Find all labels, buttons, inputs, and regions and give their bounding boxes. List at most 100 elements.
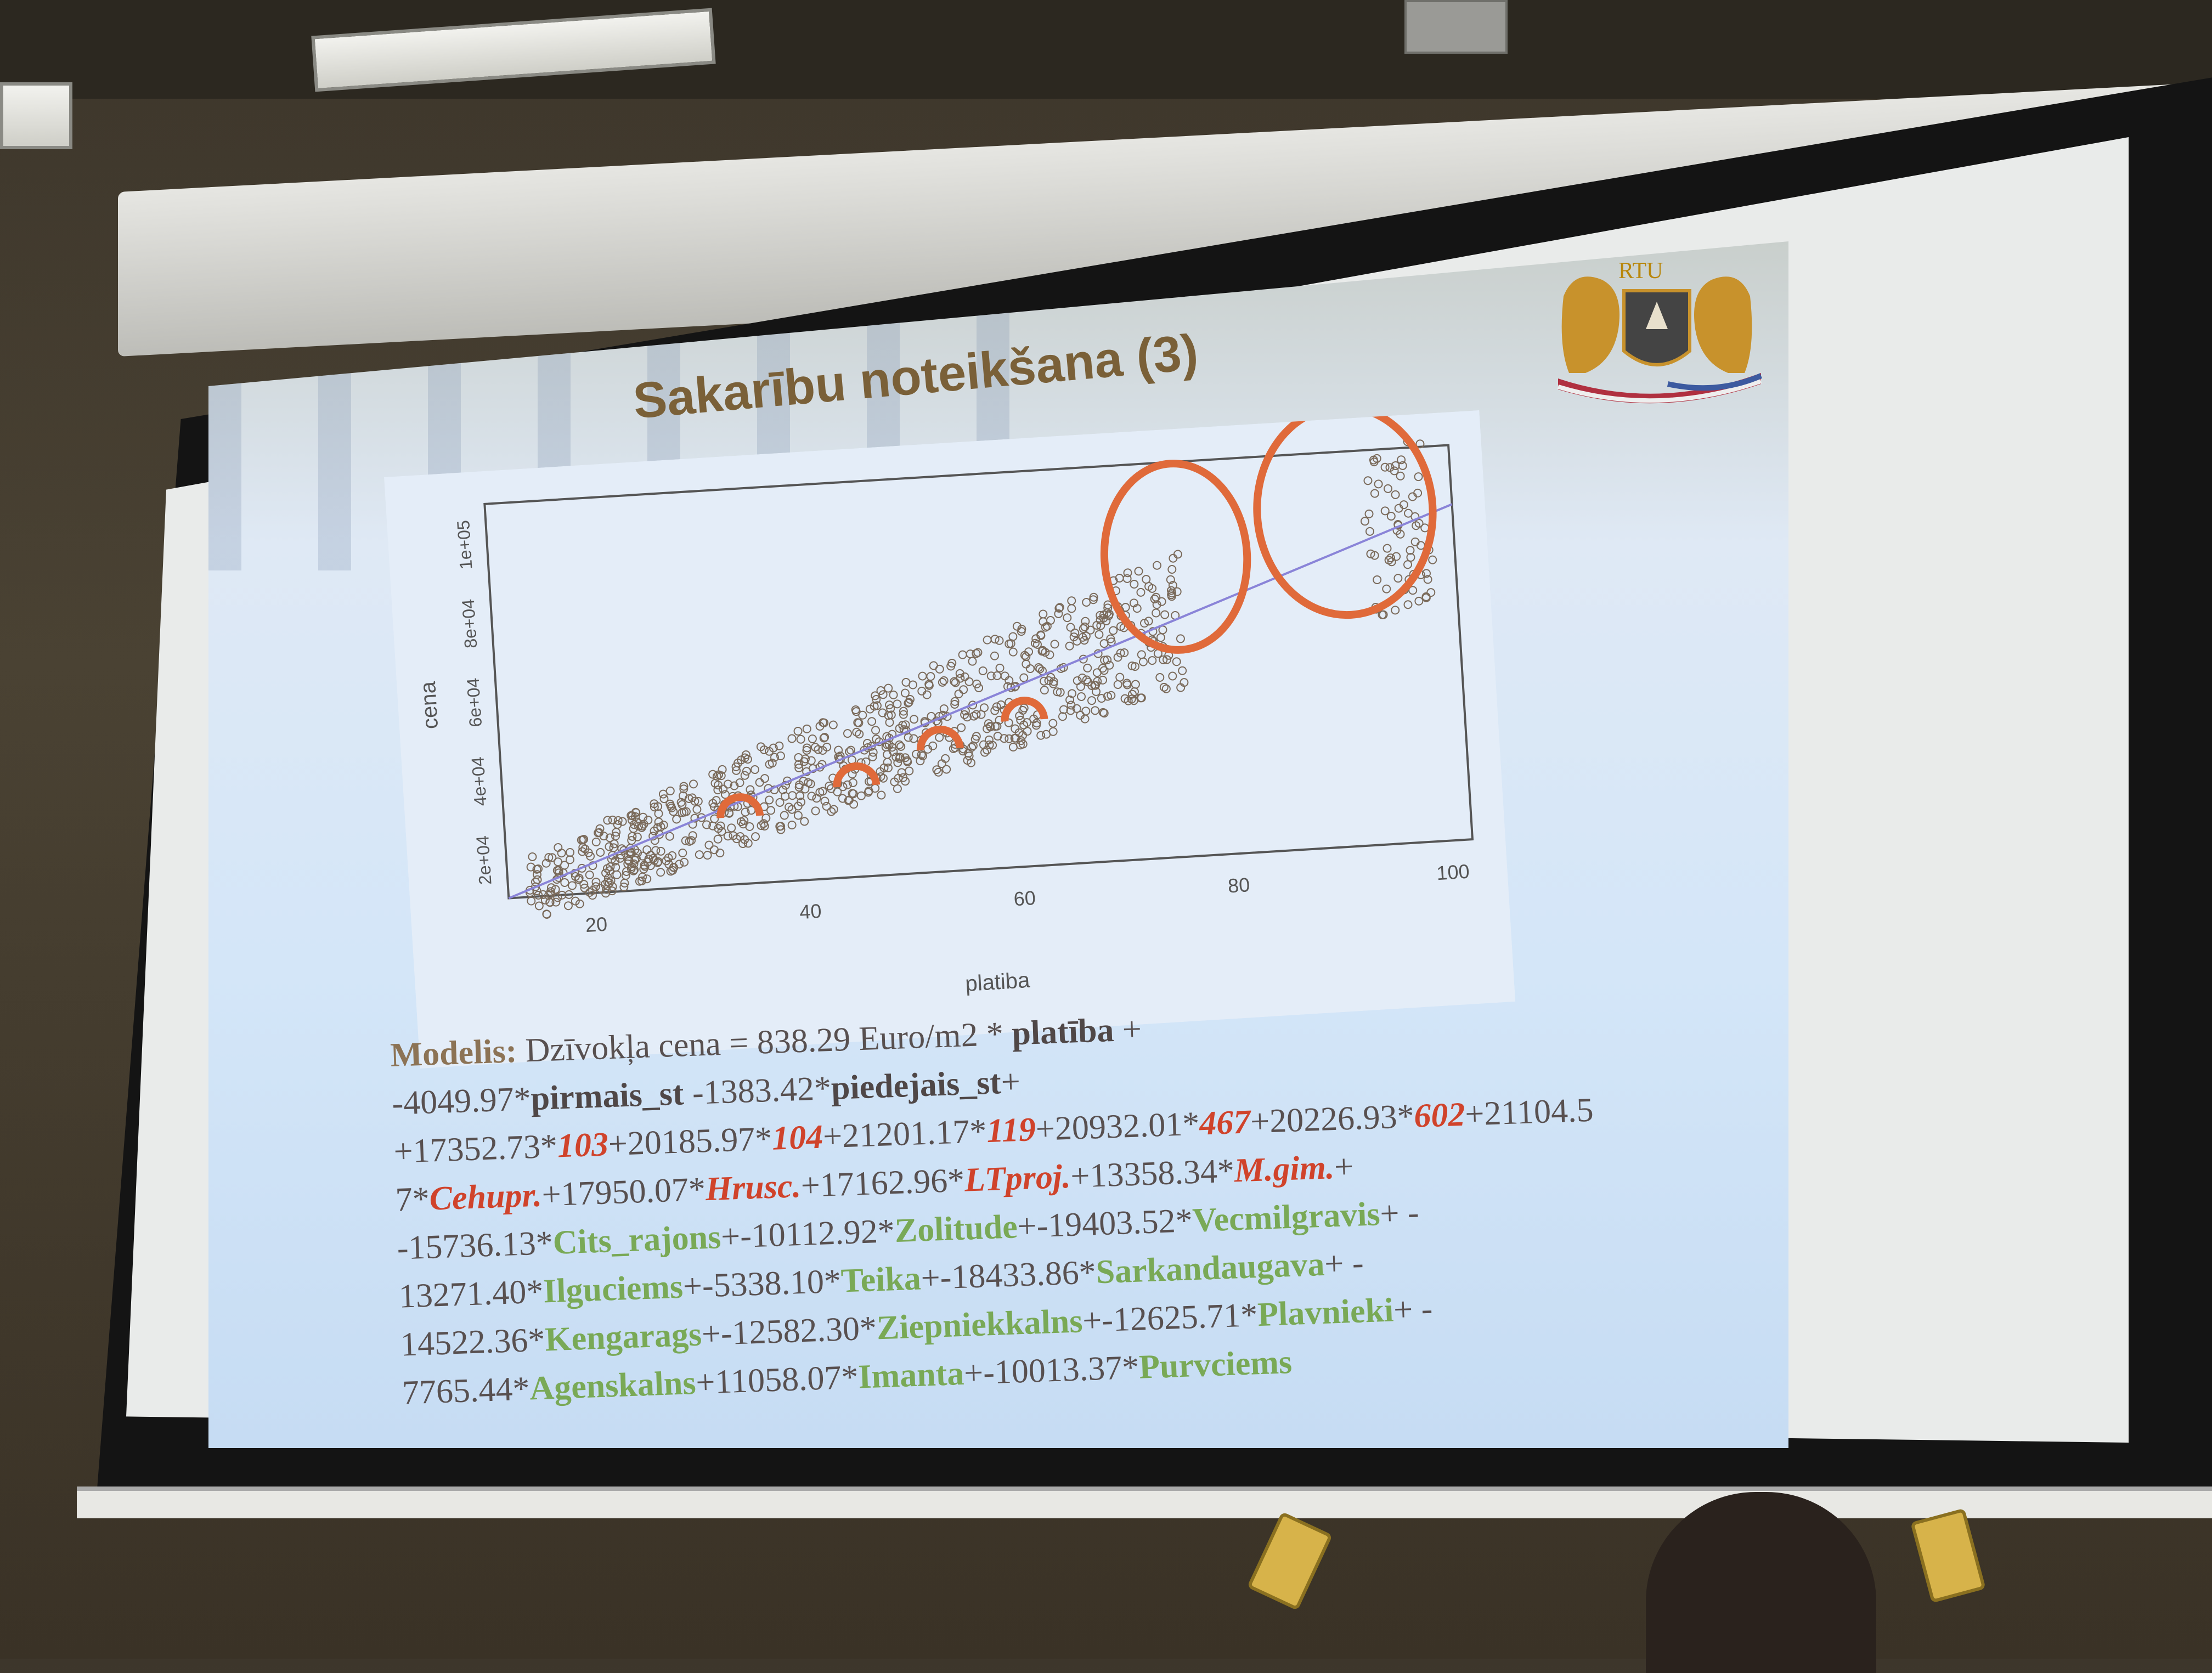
data-point [585, 870, 594, 879]
data-point [1099, 709, 1109, 718]
data-point [800, 817, 809, 826]
data-point [1152, 561, 1161, 570]
data-point [918, 671, 927, 681]
data-point [808, 764, 817, 773]
data-point [1103, 655, 1112, 665]
data-point [656, 868, 665, 877]
data-point [1076, 682, 1085, 691]
data-point [619, 883, 629, 892]
data-point [1015, 711, 1024, 720]
data-point [867, 717, 877, 726]
model-term: Ilguciems [543, 1268, 684, 1310]
model-term: +17352.73* [393, 1127, 558, 1171]
data-point [778, 785, 788, 794]
data-point [1098, 708, 1108, 717]
data-point [732, 834, 741, 844]
model-term: 7765.44* [401, 1370, 531, 1412]
data-point [846, 745, 855, 755]
data-point [1129, 696, 1138, 705]
data-point [1382, 584, 1391, 594]
data-point [1092, 668, 1102, 677]
data-point [947, 659, 957, 668]
model-term: 14522.36* [399, 1321, 546, 1364]
model-term: Sarkandaugava [1095, 1245, 1325, 1291]
model-term: +-10013.37* [963, 1348, 1140, 1392]
data-point [659, 821, 668, 830]
model-term: + [1334, 1148, 1355, 1186]
data-point [776, 751, 785, 761]
data-point [708, 799, 718, 808]
model-term: + - [1392, 1290, 1434, 1329]
data-point [893, 699, 902, 709]
data-point [650, 799, 659, 809]
data-point [776, 822, 786, 831]
data-point [972, 732, 981, 741]
data-point [770, 785, 779, 795]
presentation-slide: Sakarību noteikšana (3) RTU 20 40 60 80 100 … [208, 241, 1788, 1448]
data-point [775, 741, 784, 750]
model-term: +-5338.10* [682, 1262, 842, 1305]
data-point [765, 795, 774, 805]
x-tick-label: 60 [1013, 886, 1036, 910]
data-point [697, 813, 706, 822]
model-term: 13271.40* [398, 1273, 544, 1315]
data-point [848, 778, 857, 787]
data-point [630, 856, 640, 865]
model-term: +-12582.30* [701, 1309, 878, 1353]
data-point [1391, 490, 1400, 499]
data-point [950, 700, 960, 709]
data-point [820, 718, 829, 727]
data-point [893, 758, 902, 767]
data-point [899, 710, 908, 719]
model-term: + - [1379, 1194, 1420, 1233]
data-point [1421, 593, 1431, 602]
data-point [709, 845, 719, 855]
data-points [525, 437, 1437, 919]
data-point [815, 722, 825, 731]
data-point [1123, 568, 1132, 578]
data-point [1176, 634, 1185, 643]
model-term: 7* [394, 1180, 430, 1219]
data-point [606, 876, 616, 885]
scatter-chart: 20 40 60 80 100 2e+04 4e+04 6e+04 8e+04 1e+05 pl… [384, 403, 1516, 1069]
data-point [802, 724, 811, 733]
data-point [912, 749, 921, 759]
data-point [1390, 466, 1399, 476]
data-point [939, 676, 949, 685]
data-point [1137, 650, 1146, 659]
data-point [818, 787, 827, 796]
data-point [897, 768, 906, 777]
data-point [775, 798, 785, 807]
data-point [877, 790, 886, 800]
data-point [1039, 609, 1048, 619]
data-point [532, 864, 541, 874]
data-point [1392, 552, 1401, 561]
data-point [922, 690, 932, 699]
data-point [642, 845, 652, 855]
model-term: + - [1324, 1244, 1364, 1283]
data-point [564, 890, 573, 899]
data-point [627, 811, 636, 820]
data-point [776, 825, 786, 834]
data-point [1161, 684, 1171, 693]
data-point [1380, 506, 1390, 516]
data-point [1160, 610, 1170, 619]
data-point [1020, 651, 1029, 660]
data-point [896, 742, 906, 751]
data-point [557, 890, 567, 900]
data-point [745, 822, 754, 831]
model-term: M.gim. [1233, 1149, 1335, 1190]
model-term: -15736.13* [396, 1224, 554, 1267]
model-term: Zolitude [894, 1208, 1018, 1250]
data-point [680, 807, 689, 817]
data-point [588, 891, 597, 900]
chart-background [384, 410, 1516, 1069]
data-point [843, 729, 852, 738]
data-point [992, 702, 1001, 711]
data-point [579, 880, 589, 889]
data-point [1166, 575, 1175, 584]
data-point [601, 868, 611, 878]
data-point [1080, 622, 1090, 631]
data-point [1369, 455, 1378, 465]
data-point [980, 748, 989, 757]
